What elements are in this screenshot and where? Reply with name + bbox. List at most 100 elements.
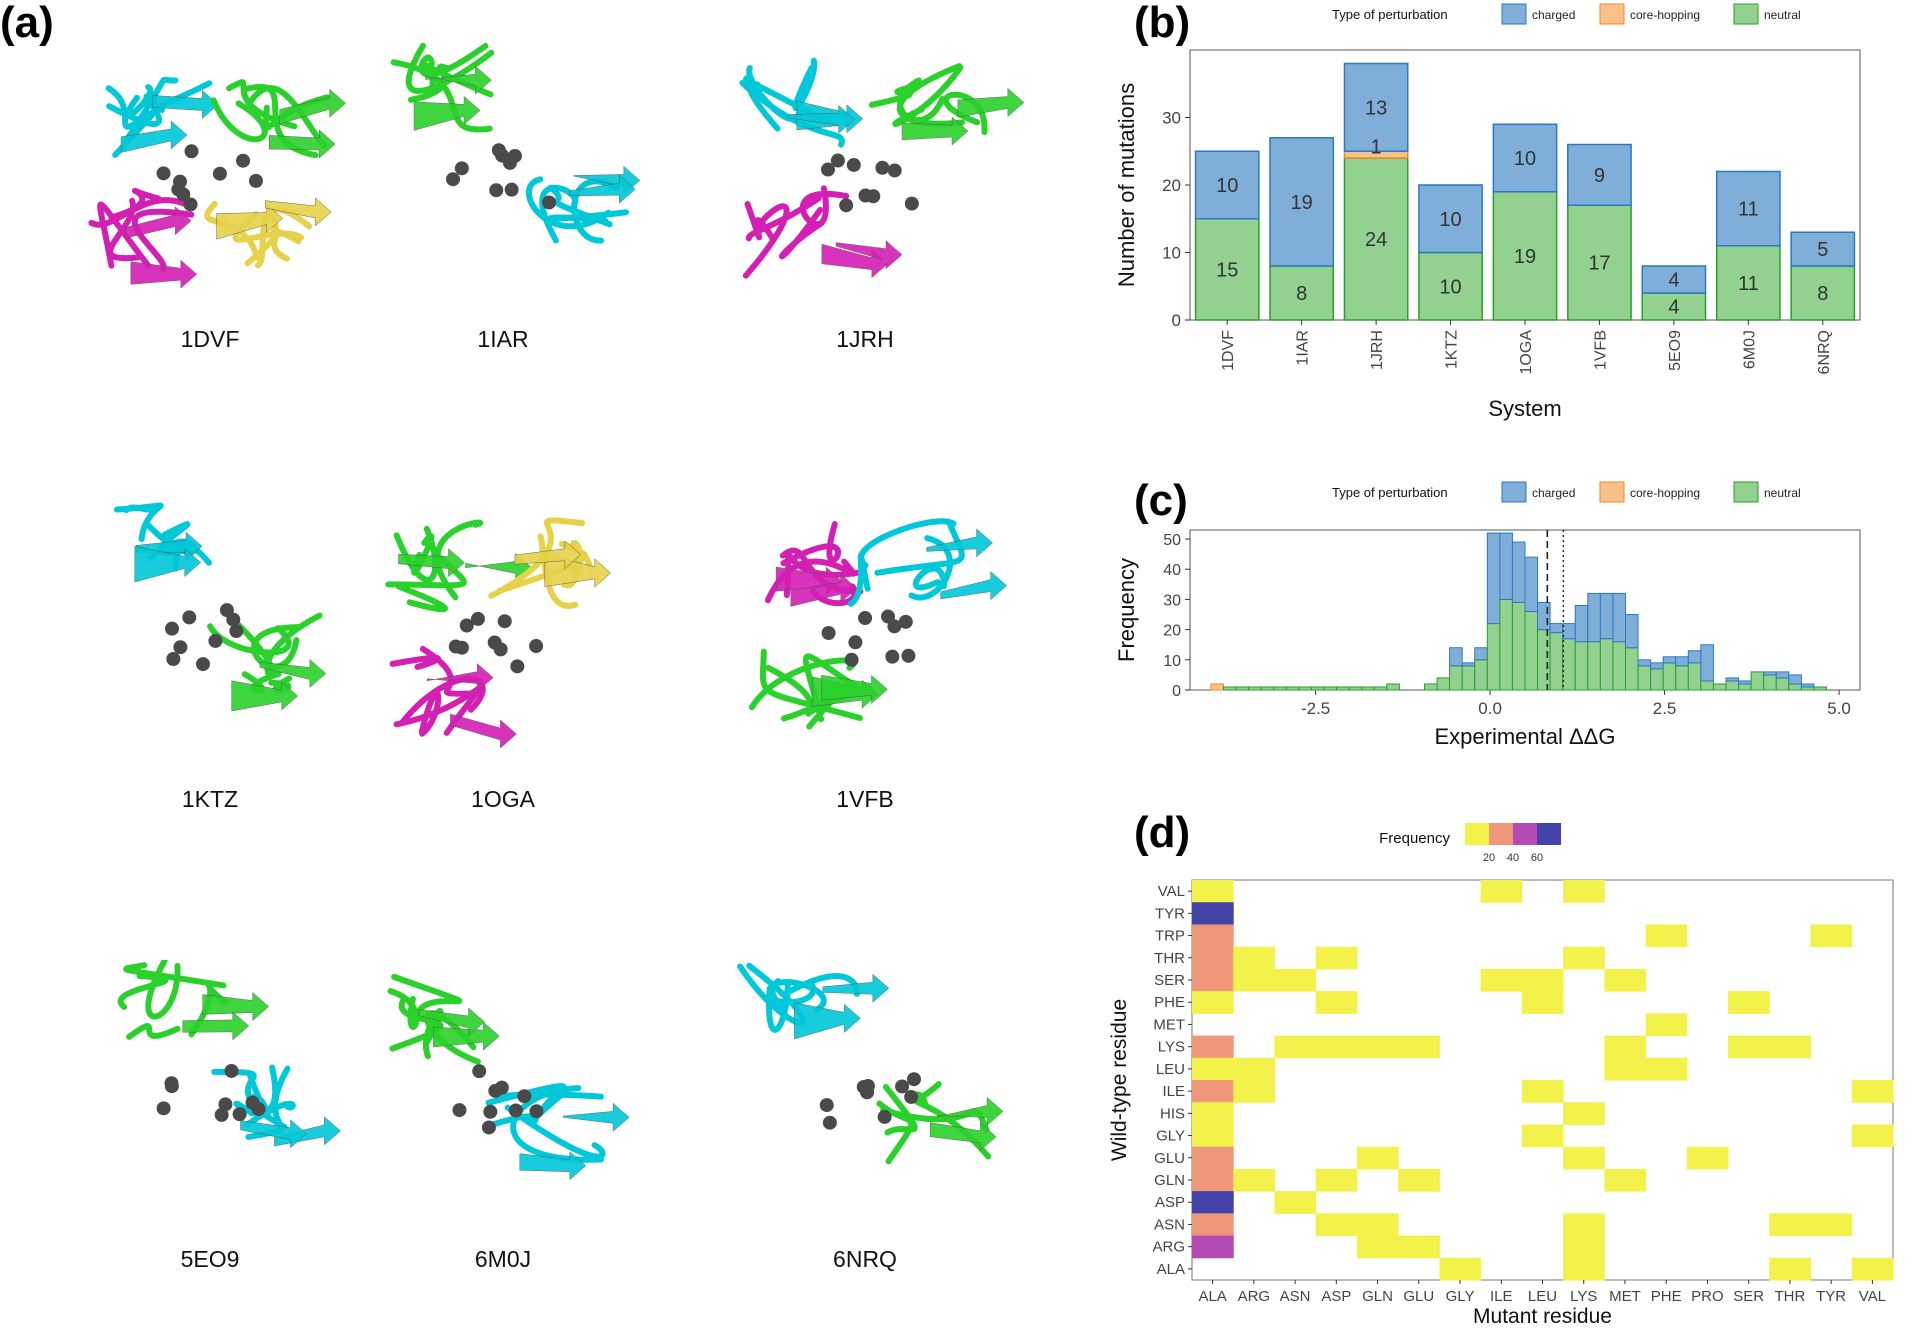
hist-bar-neutral xyxy=(1562,638,1576,691)
hist-bar-neutral xyxy=(1461,665,1476,691)
heatmap-cell xyxy=(1192,946,1234,970)
interface-atom xyxy=(542,195,557,210)
interface-atom xyxy=(898,614,913,629)
interface-atom xyxy=(245,1095,260,1110)
heatmap-cell xyxy=(1480,880,1523,903)
interface-atom xyxy=(224,1063,239,1078)
hist-bar-charged xyxy=(1599,592,1614,640)
hist-bar-neutral xyxy=(1260,686,1275,691)
interface-atom xyxy=(895,1079,910,1094)
heatmap-cell xyxy=(1728,1035,1770,1059)
hist-bar-neutral xyxy=(1662,662,1677,691)
chain-ribbon xyxy=(868,82,920,108)
bar-label-neutral: 19 xyxy=(1514,246,1536,268)
x-tick-label: 6M0J xyxy=(1741,330,1758,369)
hist-bar-charged xyxy=(1612,592,1626,643)
structure-label: 1DVF xyxy=(180,326,240,352)
interface-atom xyxy=(846,157,861,172)
x-tick-label: LEU xyxy=(1528,1288,1557,1305)
x-tick-label: MET xyxy=(1609,1288,1641,1305)
beta-strand xyxy=(264,197,332,227)
x-tick-label: ALA xyxy=(1198,1288,1226,1305)
x-tick-label: 5EO9 xyxy=(1667,330,1684,371)
beta-strand xyxy=(202,992,270,1022)
chain-ribbon xyxy=(387,988,420,1030)
hist-bar-neutral xyxy=(1687,662,1702,691)
x-axis-label: Mutant residue xyxy=(1473,1305,1612,1328)
x-tick-label: ARG xyxy=(1238,1288,1271,1305)
y-tick-label: SER xyxy=(1154,972,1185,989)
chain-ribbon xyxy=(547,184,613,228)
x-tick-label: PHE xyxy=(1651,1288,1682,1305)
y-tick-label: GLU xyxy=(1154,1150,1185,1167)
panel-c-label: (c) xyxy=(1134,476,1188,525)
legend-label-charged: charged xyxy=(1532,486,1575,500)
x-tick-label: GLY xyxy=(1446,1288,1475,1305)
ribbon-drawing xyxy=(385,517,612,749)
hist-bar-charged xyxy=(1511,541,1526,603)
heatmap-cell xyxy=(1563,1213,1605,1237)
legend-swatch xyxy=(1599,3,1625,25)
legend-swatch xyxy=(1733,3,1759,25)
heatmap-cell xyxy=(1604,1057,1647,1081)
bar-label-charged: 9 xyxy=(1594,165,1605,187)
heatmap-cell xyxy=(1563,946,1605,970)
interface-atom xyxy=(164,621,179,636)
heatmap-cell xyxy=(1233,1168,1275,1192)
bar-label-neutral: 10 xyxy=(1439,276,1461,298)
heatmap-cell xyxy=(1192,1213,1234,1237)
interface-atom xyxy=(214,1107,229,1122)
hist-bar-charged xyxy=(1461,662,1476,667)
heatmap-cell xyxy=(1480,968,1523,992)
chain-ribbon xyxy=(393,685,483,736)
heatmap-cell xyxy=(1315,946,1358,970)
heatmap-cell xyxy=(1356,1235,1399,1259)
bar-charged xyxy=(1641,265,1707,294)
hist-bar-neutral xyxy=(1775,677,1790,691)
histogram-ddg: Type of perturbation charged core-hopping n… xyxy=(1114,481,1861,749)
interface-atom xyxy=(821,626,836,641)
heatmap-cell xyxy=(1521,991,1564,1014)
legend-title: Type of perturbation xyxy=(1332,485,1448,500)
structure-label: 1JRH xyxy=(836,326,894,352)
heatmap-cell xyxy=(1645,1013,1688,1037)
x-tick-label: SER xyxy=(1733,1288,1764,1305)
structure-label: 6NRQ xyxy=(833,1246,897,1272)
heatmap-cell xyxy=(1645,1057,1688,1081)
legend-swatch xyxy=(1501,3,1527,25)
beta-strand xyxy=(279,88,347,125)
hist-bar-charged xyxy=(1499,532,1513,600)
heatmap-cell xyxy=(1728,991,1770,1014)
hist-bar-neutral xyxy=(1348,686,1363,691)
hist-bar-neutral xyxy=(1725,680,1740,691)
interface-atom xyxy=(830,153,845,168)
interface-atom xyxy=(493,642,508,657)
hist-bar-neutral xyxy=(1436,677,1451,691)
interface-atom xyxy=(248,173,263,188)
interface-atom xyxy=(452,1103,467,1118)
y-tick-label: 40 xyxy=(1163,562,1181,579)
heatmap-cell xyxy=(1192,991,1234,1014)
interface-atom xyxy=(904,1089,919,1104)
beta-strand xyxy=(398,548,465,578)
y-axis-label: Frequency xyxy=(1114,558,1139,662)
heatmap-cell xyxy=(1192,902,1234,925)
y-tick-label: 0 xyxy=(1172,683,1181,700)
hist-bar-charged xyxy=(1675,656,1689,667)
heatmap-cell xyxy=(1645,924,1688,948)
legend-title: Type of perturbation xyxy=(1332,7,1448,22)
structure-label: 1IAR xyxy=(477,326,529,352)
heatmap-cell xyxy=(1233,1080,1275,1103)
legend-label-neutral: neutral xyxy=(1764,8,1801,22)
hist-bar-neutral xyxy=(1675,665,1689,691)
bar-label-charged: 10 xyxy=(1439,209,1461,231)
hist-bar-neutral xyxy=(1599,638,1614,691)
beta-strand xyxy=(562,1102,630,1132)
hist-bar-neutral xyxy=(1650,668,1664,691)
heatmap-cell xyxy=(1356,1146,1399,1170)
interface-atom xyxy=(176,187,191,202)
bar-label-core: 1 xyxy=(1371,136,1382,158)
beta-strand xyxy=(514,540,582,570)
bar-charged xyxy=(1715,170,1781,247)
chain-ribbon xyxy=(145,960,181,1020)
